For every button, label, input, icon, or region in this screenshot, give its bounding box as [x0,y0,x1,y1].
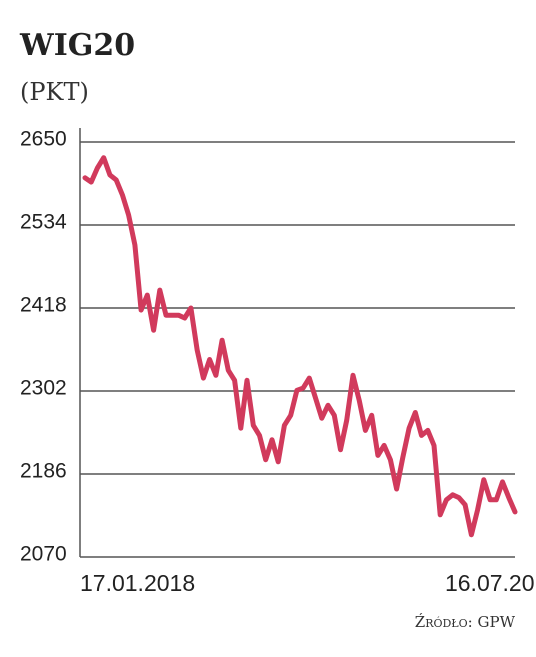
source: Źródło: GPW [415,613,516,631]
x-tick-label: 16.07.2018 [445,570,536,596]
chart-subtitle: (PKT) [20,78,89,106]
y-tick-label: 2418 [20,294,67,317]
y-tick-label: 2186 [20,460,67,483]
y-tick-label: 2534 [20,211,67,234]
y-tick-label: 2650 [20,128,67,151]
x-tick-label: 17.01.2018 [80,570,195,596]
data-line [82,155,518,538]
chart-title: WIG20 [19,28,135,63]
y-tick-label: 2302 [20,377,67,400]
y-tick-label: 2070 [20,543,67,566]
